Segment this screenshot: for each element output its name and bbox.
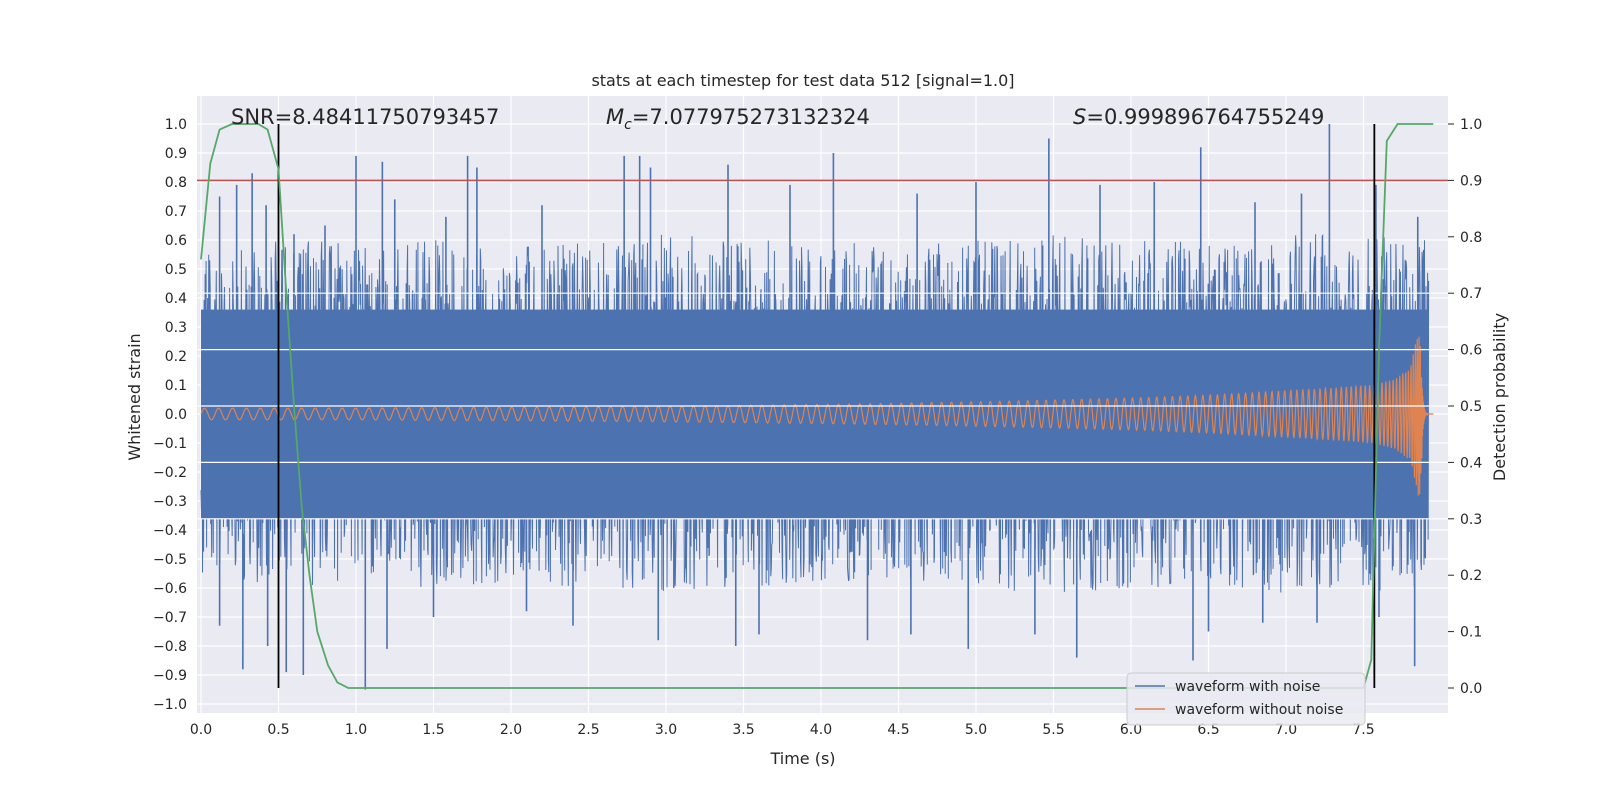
snr-annotation: SNR=8.48411750793457: [231, 105, 499, 129]
series-waveform-without-noise: [200, 336, 1434, 496]
y-right-axis-label: Detection probability: [1490, 313, 1509, 481]
x-tick-label: 2.5: [577, 722, 599, 738]
x-tick-label: 2.0: [500, 722, 522, 738]
y-right-tick-label: 0.3: [1460, 512, 1482, 528]
y-right-tick-label: 0.6: [1460, 343, 1482, 359]
y-right-tick-label: 0.8: [1460, 230, 1482, 246]
x-tick-label: 3.5: [732, 722, 754, 738]
chart-title: stats at each timestep for test data 512…: [591, 71, 1014, 90]
y-tick-label: 0.2: [165, 349, 187, 365]
legend: waveform with noise waveform without noi…: [1126, 672, 1366, 726]
x-tick-label: 5.0: [965, 722, 987, 738]
y-right-tick-label: 0.4: [1460, 455, 1482, 471]
legend-entry-clean: waveform without noise: [1175, 702, 1343, 718]
y-tick-label: 0.8: [165, 175, 187, 191]
y-right-tick-label: 0.2: [1460, 568, 1482, 584]
y-tick-label: −1.0: [153, 697, 187, 713]
y-tick-label: −0.6: [153, 581, 187, 597]
y-tick-label: 1.0: [165, 117, 187, 133]
y-right-tick-label: 0.7: [1460, 286, 1482, 302]
x-tick-label: 6.0: [1120, 722, 1142, 738]
y-right-tick-label: 0.9: [1460, 173, 1482, 189]
x-tick-label: 1.0: [345, 722, 367, 738]
clean-trace: [200, 336, 1434, 496]
x-tick-label: 4.5: [887, 722, 909, 738]
y-right-tick-label: 1.0: [1460, 117, 1482, 133]
y-tick-label: 0.3: [165, 320, 187, 336]
y-tick-label: −0.2: [153, 465, 187, 481]
y-tick-label: 0.6: [165, 233, 187, 249]
series-waveform-with-noise: [200, 124, 1430, 690]
overlays: [197, 123, 1448, 689]
mc-annotation: Mc=7.077975273132324: [606, 105, 870, 133]
y-axis-label: Whitened strain: [125, 333, 144, 460]
ticks: 0.0 0.5 1.0 1.5 2.0 2.5 3.0 3.5 4.0 4.5 5.0 5.5 6.0 6…: [153, 117, 1482, 738]
y-tick-label: −0.4: [153, 523, 187, 539]
x-tick-label: 0.0: [190, 722, 212, 738]
y-right-tick-label: 0.0: [1460, 681, 1482, 697]
y-tick-label: −0.9: [153, 668, 187, 684]
y-tick-label: −0.1: [153, 436, 187, 452]
x-tick-label: 7.0: [1275, 722, 1297, 738]
detection-probability-line: [200, 123, 1434, 689]
y-right-tick-label: 0.5: [1460, 399, 1482, 415]
y-tick-label: −0.8: [153, 639, 187, 655]
x-axis-label: Time (s): [769, 749, 835, 768]
x-tick-label: 1.5: [422, 722, 444, 738]
x-tick-label: 4.0: [810, 722, 832, 738]
y-tick-label: 0.0: [165, 407, 187, 423]
x-tick-label: 7.5: [1352, 722, 1374, 738]
x-tick-label: 5.5: [1042, 722, 1064, 738]
y-tick-label: −0.3: [153, 494, 187, 510]
s-annotation: S=0.999896764755249: [1073, 105, 1324, 129]
y-tick-label: −0.7: [153, 610, 187, 626]
x-tick-label: 0.5: [267, 722, 289, 738]
y-tick-label: −0.5: [153, 552, 187, 568]
x-tick-label: 3.0: [655, 722, 677, 738]
y-right-tick-label: 0.1: [1460, 625, 1482, 641]
y-tick-label: 0.5: [165, 262, 187, 278]
legend-entry-noise: waveform with noise: [1175, 679, 1320, 695]
y-tick-label: 0.4: [165, 291, 187, 307]
y-tick-label: 0.7: [165, 204, 187, 220]
y-tick-label: 0.9: [165, 146, 187, 162]
y-tick-label: 0.1: [165, 378, 187, 394]
series-detection-probability: [200, 123, 1434, 689]
x-tick-label: 6.5: [1197, 722, 1219, 738]
